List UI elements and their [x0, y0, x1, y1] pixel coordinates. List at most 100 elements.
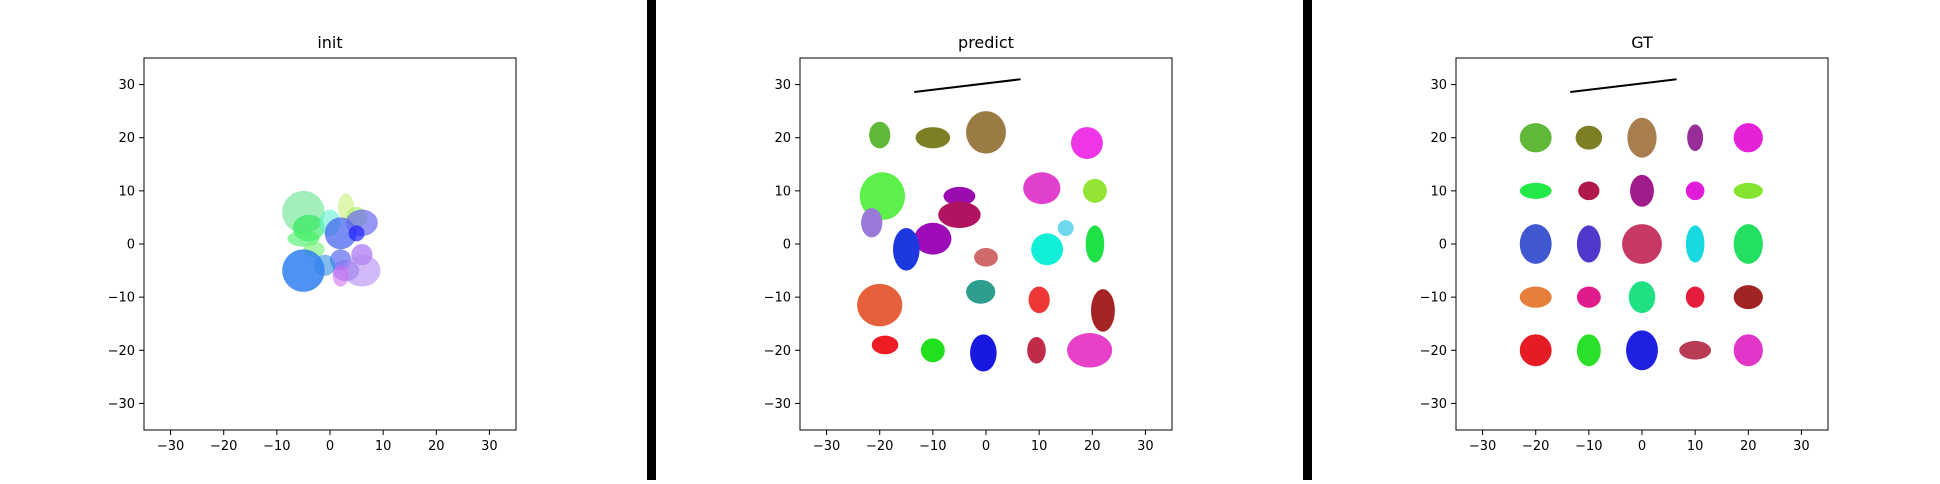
- ellipse-mark: [1519, 224, 1552, 264]
- y-tick-label: −30: [764, 397, 791, 412]
- chart-title: GT: [1631, 33, 1653, 52]
- ellipse-mark: [1519, 286, 1552, 308]
- y-tick-label: 0: [1439, 238, 1447, 253]
- ellipse-mark: [914, 222, 952, 255]
- line-segment: [1570, 78, 1677, 94]
- x-tick-label: 0: [982, 439, 990, 454]
- x-tick-label: 30: [1793, 439, 1810, 454]
- ellipse-mark: [1519, 182, 1552, 199]
- x-tick-label: 10: [375, 439, 392, 454]
- ellipse-mark: [1085, 225, 1105, 263]
- ellipse-mark: [1057, 220, 1074, 237]
- x-tick-label: 10: [1687, 439, 1704, 454]
- ellipse-mark: [1679, 340, 1712, 360]
- x-tick-label: 30: [481, 439, 498, 454]
- x-tick-label: −30: [813, 439, 840, 454]
- x-tick-label: −10: [263, 439, 290, 454]
- x-tick-label: −20: [866, 439, 893, 454]
- ellipse-mark: [1082, 178, 1107, 203]
- ellipse-mark: [1687, 124, 1704, 151]
- y-tick-label: −20: [108, 344, 135, 359]
- ellipse-mark: [1028, 286, 1050, 314]
- ellipse-mark: [970, 334, 997, 372]
- ellipse-mark: [1622, 224, 1662, 264]
- x-tick-label: −10: [1575, 439, 1602, 454]
- ellipse-mark: [348, 225, 365, 242]
- ellipse-mark: [1576, 334, 1601, 367]
- x-tick-label: 20: [428, 439, 445, 454]
- panel-divider: [1303, 0, 1312, 480]
- panel-divider: [647, 0, 656, 480]
- ellipse-mark: [1090, 289, 1115, 332]
- ellipse-mark: [859, 172, 905, 221]
- ellipse-mark: [1685, 181, 1705, 201]
- y-tick-label: 10: [118, 184, 135, 199]
- y-tick-label: 20: [774, 131, 791, 146]
- panel-init: init −30 −20 −10 0 10 20 30 −30 −20 −10 0 10 20 30: [0, 0, 647, 480]
- ellipse-mark: [869, 121, 891, 149]
- ellipse-mark: [1733, 224, 1763, 264]
- x-tick-label: 20: [1740, 439, 1757, 454]
- ellipse-mark: [861, 208, 883, 238]
- x-tick-label: 20: [1084, 439, 1101, 454]
- ellipse-mark: [343, 254, 381, 287]
- ellipse-mark: [1575, 125, 1603, 150]
- chart-init: init −30 −20 −10 0 10 20 30 −30 −20 −10 0 10 20 30: [108, 33, 517, 454]
- x-tick-label: −30: [157, 439, 184, 454]
- ellipse-mark: [1071, 127, 1103, 159]
- y-tick-label: 10: [1430, 184, 1447, 199]
- x-tick-label: 10: [1031, 439, 1048, 454]
- ellipse-mark: [282, 249, 325, 292]
- y-tick-label: −10: [764, 291, 791, 306]
- y-tick-label: 30: [118, 78, 135, 93]
- ellipse-mark: [1626, 330, 1658, 371]
- y-tick-label: −30: [1420, 397, 1447, 412]
- ellipse-mark: [1733, 334, 1763, 367]
- ellipse-mark: [966, 279, 996, 304]
- ellipse-mark: [943, 186, 976, 206]
- ellipse-mark: [1067, 333, 1113, 368]
- line-segment: [914, 78, 1021, 94]
- x-tick-label: −20: [210, 439, 237, 454]
- y-tick-label: −10: [1420, 291, 1447, 306]
- y-tick-label: 20: [1430, 131, 1447, 146]
- y-tick-label: 30: [1430, 78, 1447, 93]
- ellipse-mark: [1628, 281, 1656, 314]
- ellipse-mark: [920, 338, 945, 363]
- chart-title: init: [317, 33, 342, 52]
- panel-gt: GT −30 −20 −10 0 10 20 30 −30 −20 −10 0 10 20 30: [1312, 0, 1940, 480]
- y-tick-label: −10: [108, 291, 135, 306]
- ellipse-mark: [1733, 123, 1763, 153]
- ellipse-mark: [1027, 337, 1046, 364]
- ellipse-mark: [1733, 182, 1763, 199]
- y-tick-label: 10: [774, 184, 791, 199]
- chart-title: predict: [958, 33, 1014, 52]
- y-tick-label: −30: [108, 397, 135, 412]
- ellipse-mark: [1519, 334, 1552, 367]
- x-tick-label: −20: [1522, 439, 1549, 454]
- ellipse-mark: [1630, 174, 1654, 207]
- ellipse-mark: [915, 127, 951, 149]
- x-tick-label: −10: [919, 439, 946, 454]
- ellipse-mark: [1627, 117, 1657, 158]
- ellipse-mark: [1576, 225, 1601, 263]
- x-tick-label: −30: [1469, 439, 1496, 454]
- ellipse-mark: [1576, 286, 1601, 308]
- ellipse-mark: [871, 335, 899, 355]
- x-tick-label: 0: [1638, 439, 1646, 454]
- ellipse-mark: [1685, 286, 1705, 308]
- ellipse-mark: [893, 228, 920, 271]
- chart-predict: predict −30 −20 −10 0 10 20 30 −30 −20 −10 0 10 20 30: [764, 33, 1173, 454]
- y-tick-label: −20: [1420, 344, 1447, 359]
- ellipse-mark: [1023, 172, 1061, 205]
- panel-predict: predict −30 −20 −10 0 10 20 30 −30 −20 −10 0 10 20 30: [656, 0, 1303, 480]
- y-tick-label: −20: [764, 344, 791, 359]
- ellipse-mark: [938, 201, 981, 229]
- ellipse-mark: [1031, 233, 1064, 266]
- y-tick-label: 30: [774, 78, 791, 93]
- y-tick-label: 0: [783, 238, 791, 253]
- y-tick-label: 20: [118, 131, 135, 146]
- ellipse-mark: [1685, 225, 1705, 263]
- ellipse-mark: [1733, 285, 1763, 310]
- ellipse-mark: [1519, 123, 1552, 153]
